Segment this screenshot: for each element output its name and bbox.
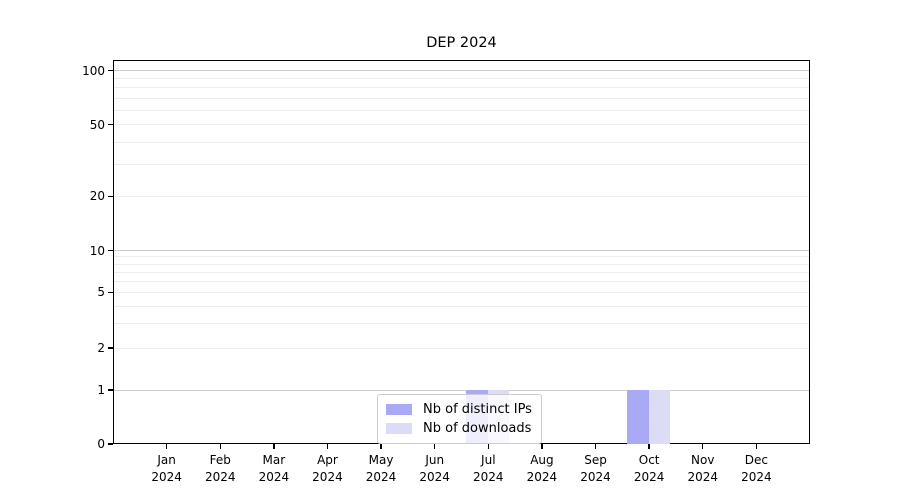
x-tick-label: Oct 2024 xyxy=(613,452,685,486)
x-tick-month: Dec xyxy=(744,453,768,467)
major-gridline xyxy=(114,389,809,391)
x-tick-label: Sep 2024 xyxy=(560,452,632,486)
minor-gridline xyxy=(114,97,809,99)
y-tick-label: 50 xyxy=(89,117,105,132)
y-tick-mark xyxy=(108,347,113,349)
y-tick-label: 5 xyxy=(97,285,105,300)
legend: Nb of distinct IPs Nb of downloads xyxy=(377,394,542,444)
x-tick-label: Nov 2024 xyxy=(667,452,739,486)
x-tick-mark xyxy=(487,444,489,449)
legend-swatch xyxy=(386,423,412,434)
legend-entry: Nb of downloads xyxy=(386,419,532,438)
x-tick-year: 2024 xyxy=(258,470,290,484)
bar-distinct-ips xyxy=(627,389,649,444)
y-tick-mark xyxy=(108,69,113,72)
x-tick-mark xyxy=(380,444,382,449)
y-tick-label: 20 xyxy=(89,189,105,204)
x-tick-mark xyxy=(702,444,704,449)
x-tick-mark xyxy=(433,444,436,449)
minor-gridline xyxy=(114,322,809,324)
y-tick-label: 0 xyxy=(97,437,105,451)
x-tick-year: 2024 xyxy=(419,470,450,484)
x-tick-label: Jan 2024 xyxy=(131,452,203,486)
x-tick-year: 2024 xyxy=(633,470,665,484)
plot-area: Nb of distinct IPs Nb of downloads xyxy=(113,60,810,444)
minor-gridline xyxy=(114,291,809,293)
minor-gridline xyxy=(114,280,809,282)
minor-gridline xyxy=(114,124,809,126)
x-tick-mark xyxy=(273,444,275,449)
x-tick-label: Jun 2024 xyxy=(399,452,471,486)
x-tick-month: Jul xyxy=(481,453,496,467)
x-tick-month: Sep xyxy=(584,453,607,467)
x-tick-month: Jan xyxy=(157,453,176,467)
y-tick-label: 2 xyxy=(97,341,105,355)
x-tick-label: Mar 2024 xyxy=(238,452,310,486)
x-tick-label: Apr 2024 xyxy=(291,452,363,486)
minor-gridline xyxy=(114,78,809,80)
x-tick-mark xyxy=(326,444,329,449)
legend-entry: Nb of distinct IPs xyxy=(386,400,532,419)
y-tick-mark xyxy=(108,443,113,445)
y-tick-mark xyxy=(108,249,113,252)
minor-gridline xyxy=(114,164,809,166)
x-tick-label: May 2024 xyxy=(345,452,417,486)
minor-gridline xyxy=(114,109,809,111)
x-tick-mark xyxy=(755,444,758,449)
x-tick-mark xyxy=(541,444,543,449)
x-tick-month: Oct xyxy=(638,453,660,467)
x-tick-label: Aug 2024 xyxy=(506,452,578,486)
x-tick-mark xyxy=(594,444,597,449)
y-tick-mark xyxy=(108,195,113,197)
x-tick-year: 2024 xyxy=(151,470,182,484)
minor-gridline xyxy=(114,87,809,89)
y-tick-mark xyxy=(108,389,113,391)
y-tick-label: 100 xyxy=(82,63,105,78)
x-tick-label: Feb 2024 xyxy=(184,452,256,486)
minor-gridline xyxy=(114,256,809,258)
chart-title: DEP 2024 xyxy=(426,35,497,51)
x-tick-label: Dec 2024 xyxy=(720,452,792,486)
x-tick-year: 2024 xyxy=(204,470,236,484)
minor-gridline xyxy=(114,347,809,349)
minor-gridline xyxy=(114,195,809,197)
legend-label: Nb of distinct IPs xyxy=(423,402,532,417)
x-tick-year: 2024 xyxy=(741,470,772,484)
x-tick-label: Jul 2024 xyxy=(452,452,524,486)
x-tick-month: Apr xyxy=(317,453,338,467)
x-tick-month: Mar xyxy=(262,453,286,467)
x-tick-mark xyxy=(165,444,168,449)
x-tick-year: 2024 xyxy=(365,470,397,484)
x-tick-year: 2024 xyxy=(312,470,343,484)
x-tick-month: Aug xyxy=(530,453,554,467)
bar-downloads xyxy=(648,389,671,444)
x-tick-year: 2024 xyxy=(473,470,504,484)
x-tick-year: 2024 xyxy=(687,470,719,484)
x-tick-month: Jun xyxy=(425,453,445,467)
y-tick-label: 1 xyxy=(97,383,105,397)
y-tick-mark xyxy=(108,123,113,126)
x-tick-month: Feb xyxy=(209,453,231,467)
minor-gridline xyxy=(114,305,809,307)
minor-gridline xyxy=(114,271,809,273)
x-tick-month: Nov xyxy=(691,453,715,467)
y-tick-mark xyxy=(108,291,113,294)
x-tick-year: 2024 xyxy=(526,470,558,484)
major-gridline xyxy=(114,70,809,71)
x-tick-month: May xyxy=(368,453,394,467)
minor-gridline xyxy=(114,141,809,143)
major-gridline xyxy=(114,250,809,251)
y-tick-label: 10 xyxy=(89,243,105,258)
x-tick-year: 2024 xyxy=(580,470,611,484)
x-tick-mark xyxy=(219,444,221,449)
legend-swatch xyxy=(386,404,412,415)
legend-label: Nb of downloads xyxy=(423,421,532,436)
minor-gridline xyxy=(114,263,809,265)
x-tick-mark xyxy=(648,444,650,449)
